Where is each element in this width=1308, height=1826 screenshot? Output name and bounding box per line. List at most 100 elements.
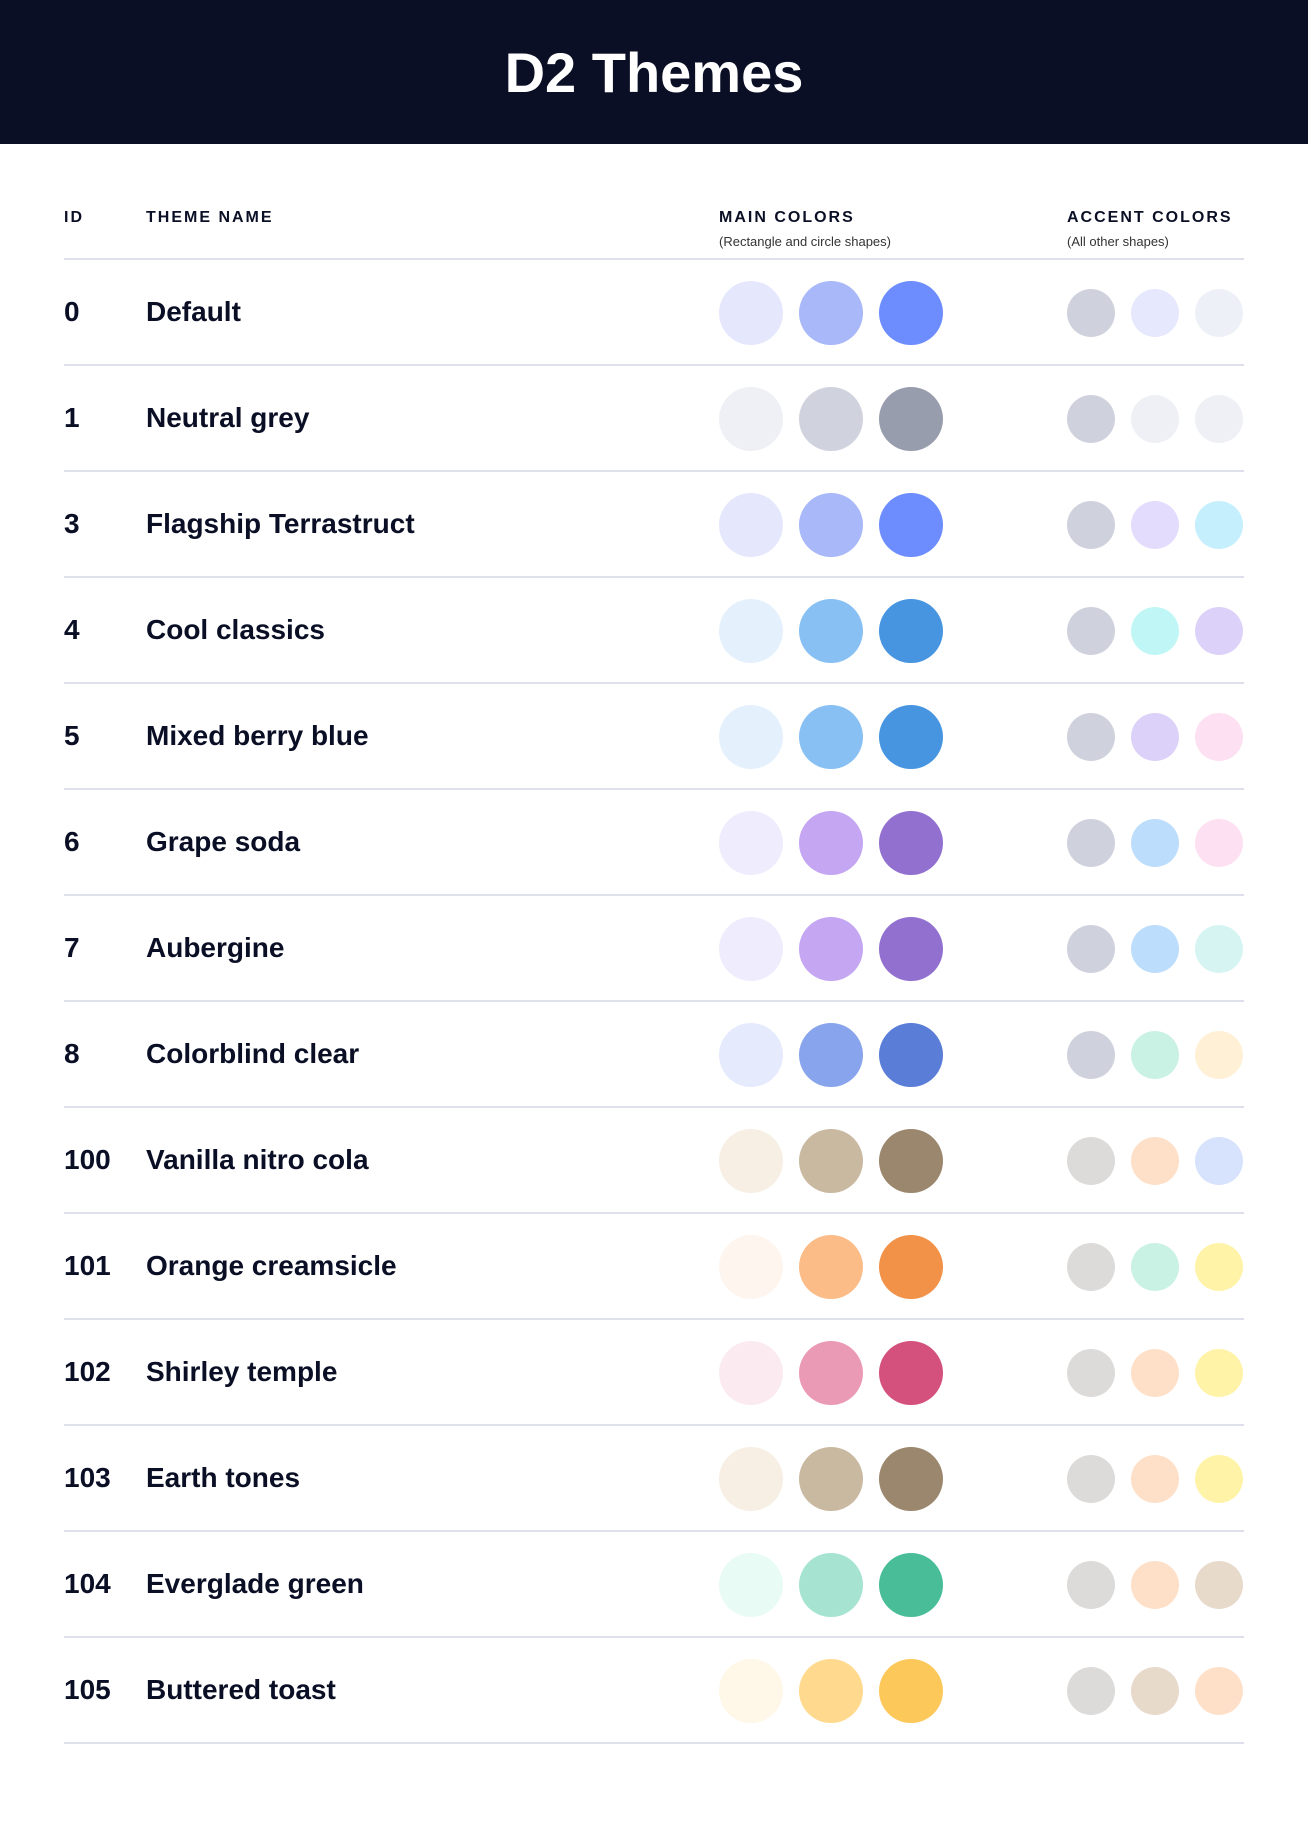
accent-color-swatch <box>1067 925 1115 973</box>
theme-name: Cool classics <box>146 614 325 645</box>
theme-id: 102 <box>64 1356 111 1387</box>
theme-name: Grape soda <box>146 826 301 857</box>
theme-id: 4 <box>64 614 80 645</box>
main-colors <box>719 1023 943 1087</box>
accent-color-swatch <box>1131 1561 1179 1609</box>
main-color-swatch <box>799 1553 863 1617</box>
accent-color-swatch <box>1131 1349 1179 1397</box>
main-color-swatch <box>719 1447 783 1511</box>
main-color-swatch <box>879 1129 943 1193</box>
accent-colors <box>1067 1031 1243 1079</box>
accent-color-swatch <box>1131 819 1179 867</box>
accent-colors <box>1067 607 1243 655</box>
main-colors <box>719 599 943 663</box>
main-color-swatch <box>799 1447 863 1511</box>
main-colors <box>719 281 943 345</box>
theme-name: Shirley temple <box>146 1356 338 1387</box>
main-color-swatch <box>719 1129 783 1193</box>
accent-color-swatch <box>1195 925 1243 973</box>
accent-color-swatch <box>1131 607 1179 655</box>
main-color-swatch <box>719 1553 783 1617</box>
main-color-swatch <box>879 1341 943 1405</box>
theme-name: Everglade green <box>146 1568 364 1599</box>
theme-id: 1 <box>64 402 80 433</box>
main-color-swatch <box>879 493 943 557</box>
accent-color-swatch <box>1195 819 1243 867</box>
accent-colors <box>1067 1667 1243 1715</box>
theme-id: 0 <box>64 296 80 327</box>
accent-color-swatch <box>1067 713 1115 761</box>
accent-color-swatch <box>1195 1561 1243 1609</box>
accent-color-swatch <box>1195 289 1243 337</box>
main-color-swatch <box>719 811 783 875</box>
accent-colors <box>1067 1561 1243 1609</box>
accent-color-swatch <box>1195 501 1243 549</box>
table-row: 102 Shirley temple <box>64 1320 1244 1426</box>
main-colors <box>719 1447 943 1511</box>
table-row: 0 Default <box>64 260 1244 366</box>
main-color-swatch <box>719 1341 783 1405</box>
accent-color-swatch <box>1131 713 1179 761</box>
main-color-swatch <box>879 281 943 345</box>
theme-name: Colorblind clear <box>146 1038 360 1069</box>
theme-name: Vanilla nitro cola <box>146 1144 369 1175</box>
column-accent-colors-subtitle: (All other shapes) <box>1067 234 1169 249</box>
theme-name: Aubergine <box>146 932 285 963</box>
accent-color-swatch <box>1067 1561 1115 1609</box>
column-main-colors-subtitle: (Rectangle and circle shapes) <box>719 234 891 249</box>
table-header: ID THEME NAME MAIN COLORS (Rectangle and… <box>64 204 1244 260</box>
accent-colors <box>1067 925 1243 973</box>
main-color-swatch <box>799 493 863 557</box>
main-color-swatch <box>799 1023 863 1087</box>
main-colors <box>719 705 943 769</box>
theme-id: 100 <box>64 1144 111 1175</box>
main-colors <box>719 1129 943 1193</box>
main-color-swatch <box>719 599 783 663</box>
main-color-swatch <box>879 917 943 981</box>
accent-colors <box>1067 1243 1243 1291</box>
table-row: 1 Neutral grey <box>64 366 1244 472</box>
accent-color-swatch <box>1195 713 1243 761</box>
main-color-swatch <box>879 1235 943 1299</box>
accent-color-swatch <box>1067 501 1115 549</box>
main-color-swatch <box>879 1659 943 1723</box>
table-row: 105 Buttered toast <box>64 1638 1244 1744</box>
accent-color-swatch <box>1195 1243 1243 1291</box>
table-body: 0 Default 1 Neutral grey 3 Flagship Terr… <box>64 260 1244 1744</box>
theme-id: 104 <box>64 1568 111 1599</box>
main-colors <box>719 917 943 981</box>
main-color-swatch <box>719 281 783 345</box>
main-color-swatch <box>799 811 863 875</box>
themes-table: ID THEME NAME MAIN COLORS (Rectangle and… <box>64 204 1244 1744</box>
main-color-swatch <box>799 1129 863 1193</box>
main-color-swatch <box>879 811 943 875</box>
theme-name: Flagship Terrastruct <box>146 508 415 539</box>
column-theme-name: THEME NAME <box>146 209 274 226</box>
theme-name: Buttered toast <box>146 1674 336 1705</box>
table-row: 6 Grape soda <box>64 790 1244 896</box>
accent-color-swatch <box>1131 1137 1179 1185</box>
accent-color-swatch <box>1067 1455 1115 1503</box>
main-colors <box>719 1341 943 1405</box>
accent-colors <box>1067 819 1243 867</box>
main-color-swatch <box>879 1447 943 1511</box>
accent-colors <box>1067 1349 1243 1397</box>
accent-color-swatch <box>1067 1243 1115 1291</box>
theme-name: Orange creamsicle <box>146 1250 397 1281</box>
theme-id: 7 <box>64 932 80 963</box>
accent-color-swatch <box>1195 1455 1243 1503</box>
accent-color-swatch <box>1067 819 1115 867</box>
table-row: 101 Orange creamsicle <box>64 1214 1244 1320</box>
main-colors <box>719 811 943 875</box>
theme-name: Earth tones <box>146 1462 301 1493</box>
accent-color-swatch <box>1067 607 1115 655</box>
table-row: 100 Vanilla nitro cola <box>64 1108 1244 1214</box>
main-color-swatch <box>719 1235 783 1299</box>
main-color-swatch <box>879 599 943 663</box>
main-color-swatch <box>799 705 863 769</box>
main-color-swatch <box>799 1341 863 1405</box>
theme-id: 8 <box>64 1038 80 1069</box>
theme-name: Mixed berry blue <box>146 720 369 751</box>
column-main-colors: MAIN COLORS <box>719 209 855 226</box>
accent-colors <box>1067 713 1243 761</box>
